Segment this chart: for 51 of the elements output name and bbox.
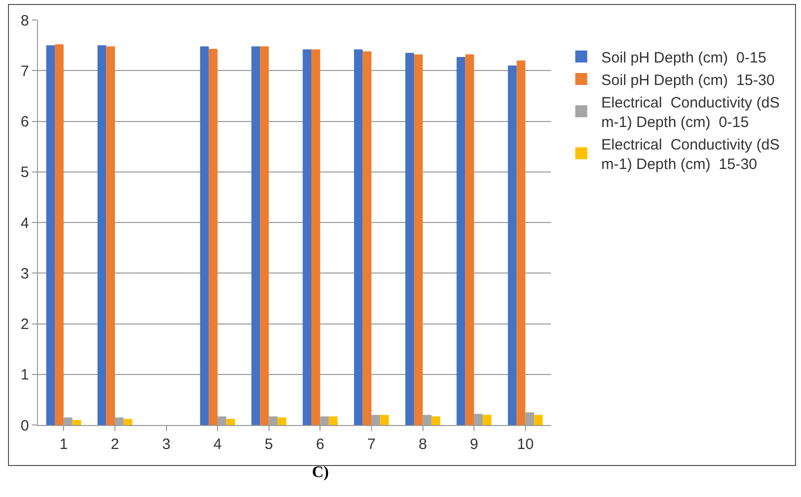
bar bbox=[72, 420, 82, 425]
bar bbox=[278, 417, 286, 425]
bar bbox=[124, 418, 132, 425]
x-tick-label: 1 bbox=[59, 436, 68, 453]
y-tick-label: 2 bbox=[20, 316, 29, 333]
x-tick-label: 7 bbox=[367, 436, 376, 453]
bar bbox=[465, 54, 474, 425]
bar bbox=[226, 418, 235, 425]
bar bbox=[362, 51, 372, 425]
y-tick-label: 5 bbox=[20, 164, 29, 182]
y-tick-label: 4 bbox=[20, 214, 29, 232]
bar bbox=[46, 45, 55, 425]
legend-label: Electrical Conductivity (dS m-1) Depth (cm) 15-30 bbox=[601, 136, 780, 173]
y-tick-label: 7 bbox=[20, 62, 29, 80]
bar bbox=[260, 46, 269, 425]
y-tick-label: 6 bbox=[20, 114, 29, 130]
bar bbox=[456, 56, 466, 425]
bar bbox=[106, 46, 115, 425]
bar bbox=[98, 45, 106, 425]
bar bbox=[251, 46, 260, 425]
y-tick-label: 3 bbox=[20, 265, 29, 282]
y-tick-label: 0 bbox=[20, 417, 29, 434]
x-tick-label: 10 bbox=[517, 436, 534, 453]
bar bbox=[328, 416, 338, 425]
x-tick-label: 9 bbox=[470, 436, 478, 453]
bar bbox=[200, 46, 209, 425]
bar bbox=[508, 66, 517, 425]
legend-label: Soil pH Depth (cm) 15-30 bbox=[601, 72, 775, 89]
x-tick-label: 3 bbox=[162, 436, 170, 453]
y-tick-label: 8 bbox=[20, 12, 29, 30]
legend-label: Soil pH Depth (cm) 0-15 bbox=[601, 49, 766, 66]
bar bbox=[534, 414, 543, 425]
text: C) bbox=[312, 464, 329, 482]
bar bbox=[431, 416, 440, 425]
x-tick-label: 6 bbox=[316, 436, 324, 453]
bar bbox=[302, 49, 312, 425]
bar bbox=[54, 44, 64, 425]
x-tick-label: 4 bbox=[213, 436, 222, 453]
bar bbox=[482, 414, 492, 425]
legend-label: Electrical Conductivity (dS m-1) Depth (cm) 0-15 bbox=[601, 94, 780, 131]
bar bbox=[208, 48, 218, 425]
x-tick-label: 5 bbox=[264, 436, 274, 453]
bar bbox=[516, 60, 526, 425]
bar bbox=[380, 414, 389, 425]
bar bbox=[405, 52, 414, 425]
bar bbox=[311, 49, 320, 425]
y-tick-label: 1 bbox=[20, 366, 29, 384]
x-tick-label: 2 bbox=[110, 436, 120, 453]
x-tick-label: 8 bbox=[418, 436, 427, 453]
bar bbox=[414, 54, 423, 425]
bar bbox=[354, 49, 363, 425]
